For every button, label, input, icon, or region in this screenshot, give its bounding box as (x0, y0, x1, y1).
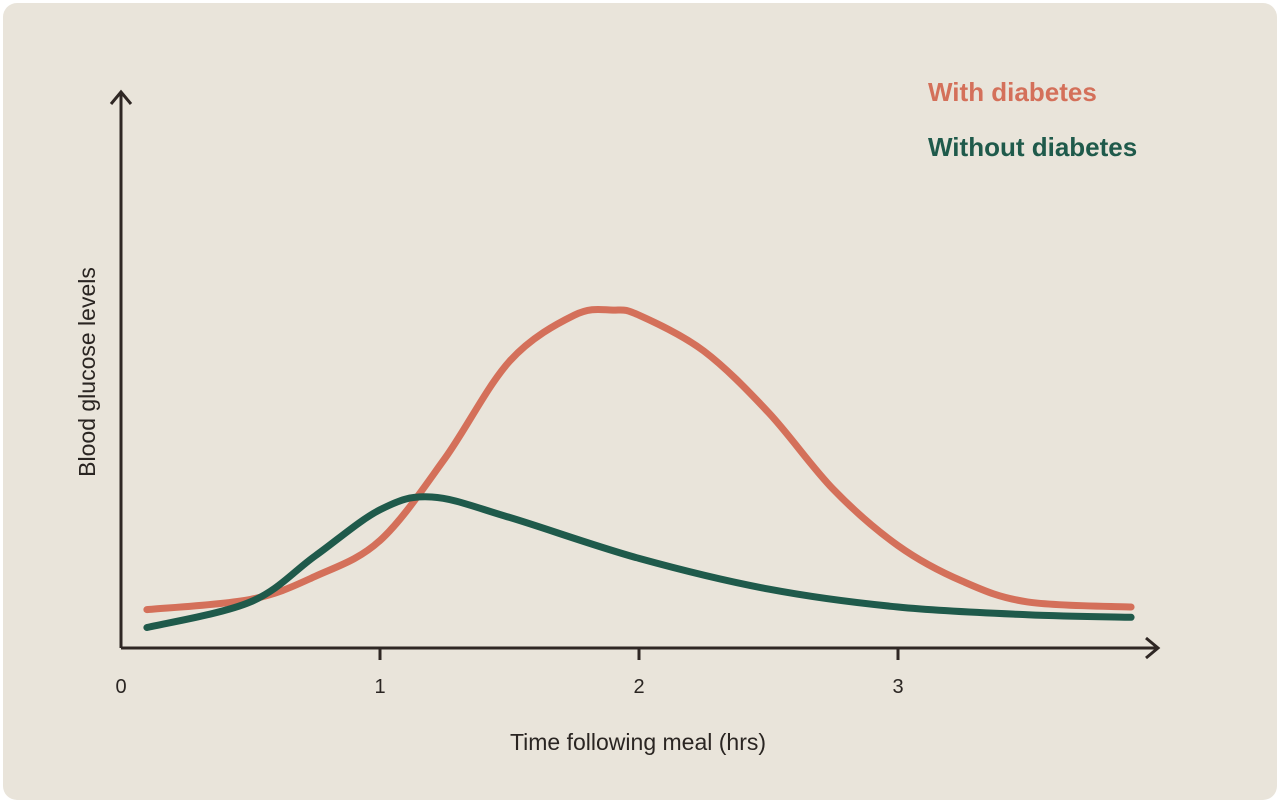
y-axis-title: Blood glucose levels (74, 267, 100, 477)
x-tick-label-0: 0 (115, 676, 126, 698)
x-tick-labels: 0 1 2 3 (115, 676, 903, 698)
series-line-with-diabetes (143, 305, 1135, 614)
y-axis (109, 89, 133, 648)
legend-with-diabetes: With diabetes (928, 77, 1097, 107)
series-line-without-diabetes (143, 493, 1135, 632)
x-ticks (378, 648, 900, 660)
x-tick-label-1: 1 (374, 676, 385, 698)
chart-card (3, 3, 1277, 800)
x-tick-label-2: 2 (633, 676, 644, 698)
x-tick-label-3: 3 (892, 676, 903, 698)
x-axis-title: Time following meal (hrs) (510, 729, 766, 755)
legend-without-diabetes: Without diabetes (928, 132, 1137, 162)
legend: With diabetes Without diabetes (928, 77, 1137, 162)
series-layer (143, 305, 1135, 632)
